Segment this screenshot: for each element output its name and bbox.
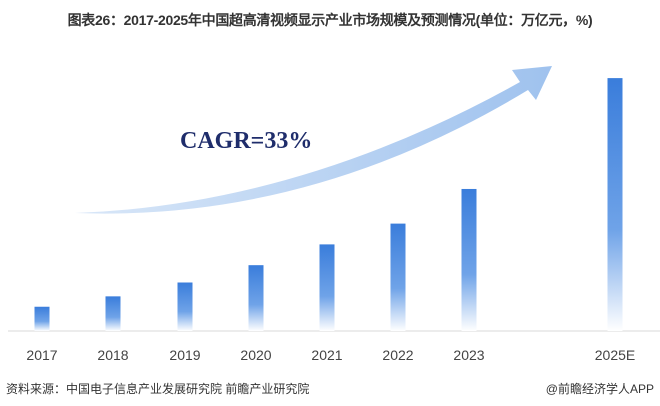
x-tick-label: 2021 bbox=[311, 347, 342, 363]
x-tick-label: 2019 bbox=[169, 347, 200, 363]
bar-2019 bbox=[177, 282, 193, 331]
bar-2022 bbox=[390, 223, 406, 331]
source-note: 资料来源：中国电子信息产业发展研究院 前瞻产业研究院 bbox=[6, 382, 310, 396]
bar-2021 bbox=[319, 244, 335, 331]
growth-arrow-icon bbox=[75, 66, 552, 214]
cagr-label: CAGR=33% bbox=[180, 128, 312, 154]
x-tick-label: 2017 bbox=[26, 347, 57, 363]
bar-2020 bbox=[248, 265, 264, 331]
x-tick-label: 2023 bbox=[453, 347, 484, 363]
credit-note: @前瞻经济学人APP bbox=[545, 382, 654, 396]
chart-title: 图表26：2017-2025年中国超高清视频显示产业市场规模及预测情况(单位：万… bbox=[67, 12, 593, 28]
bar-2025E bbox=[607, 78, 623, 331]
x-tick-label: 2020 bbox=[240, 347, 271, 363]
bar-2017 bbox=[34, 306, 50, 331]
x-tick-label: 2018 bbox=[97, 347, 128, 363]
bar-2018 bbox=[105, 296, 121, 331]
bar-2023 bbox=[461, 188, 477, 331]
x-tick-label: 2025E bbox=[595, 347, 635, 363]
x-tick-label: 2022 bbox=[382, 347, 413, 363]
